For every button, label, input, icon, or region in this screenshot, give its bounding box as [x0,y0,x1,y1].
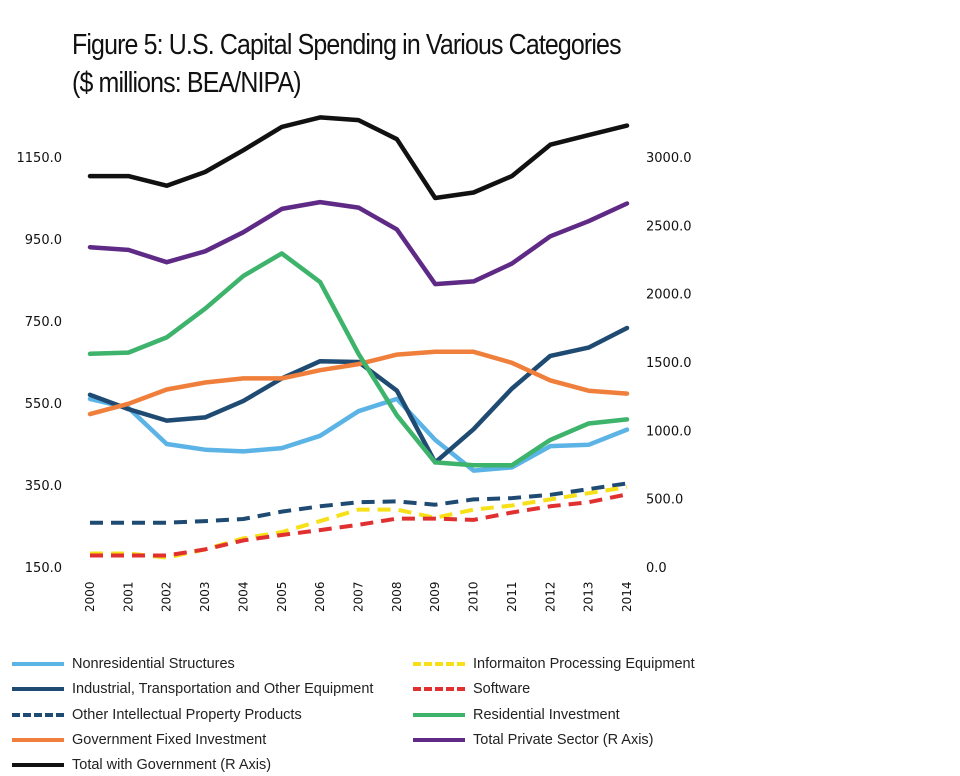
x-tick-label: 2010 [467,581,481,612]
legend-item: Total Private Sector (R Axis) [413,730,654,750]
right-tick-label: 2000.0 [646,288,692,303]
legend-label: Other Intellectual Property Products [72,706,302,723]
series-line-0 [87,396,630,473]
chart-title: Figure 5: U.S. Capital Spending in Vario… [72,26,622,102]
chart-subtitle: ($ millions: BEA/NIPA) [72,67,302,99]
series-line-2 [90,481,628,525]
right-tick-label: 3000.0 [646,151,692,166]
right-tick-label: 2500.0 [646,219,692,234]
legend-item: Software [413,679,530,699]
left-tick-label: 550.0 [25,397,62,412]
right-axis-ticks: 0.0 500.0 1000.0 1500.0 2000.0 2500.0 3000.0 [646,151,692,576]
x-tick-label: 2009 [428,581,442,612]
legend-swatch [413,737,465,742]
x-tick-label: 2003 [198,581,212,612]
x-tick-label: 2001 [121,581,135,612]
x-tick-label: 2011 [505,581,519,612]
x-tick-label: 2013 [582,581,596,612]
right-tick-label: 1500.0 [646,356,692,371]
legend-label: Total with Government (R Axis) [72,757,272,774]
legend-label: Industrial, Transportation and Other Equ… [72,681,374,698]
right-tick-label: 0.0 [646,561,667,576]
legend-item: Residential Investment [413,705,620,725]
legend-swatch [12,687,64,692]
legend-label: Software [473,681,531,698]
x-tick-label: 2004 [236,581,250,612]
series-line-5 [90,485,628,560]
x-tick-label: 2006 [313,581,327,612]
legend-swatch [413,687,465,692]
left-tick-label: 750.0 [25,315,62,330]
legend-swatch [12,712,64,717]
x-tick-label: 2002 [160,581,174,612]
legend-swatch [12,763,64,768]
x-tick-label: 2000 [83,581,97,612]
left-tick-label: 950.0 [25,233,62,248]
series-lines [87,115,630,560]
series-line-4 [87,115,630,201]
legend-swatch [12,737,64,742]
legend-label: Residential Investment [473,706,620,723]
series-line-8 [87,199,630,287]
line-chart: 150.0 350.0 550.0 750.0 950.0 1150.0 0.0 500.0… [17,115,692,612]
right-tick-label: 1000.0 [646,424,692,439]
legend-item: Other Intellectual Property Products [12,705,302,725]
series-line-6 [90,492,628,558]
legend: Nonresidential Structures Industrial, Tra… [0,652,960,776]
legend-swatch [12,662,64,666]
chart-title-line1: Figure 5: U.S. Capital Spending in Vario… [72,29,622,61]
legend-label: Nonresidential Structures [72,656,235,672]
x-tick-label: 2007 [352,581,366,612]
x-tick-label: 2005 [275,581,289,612]
legend-item: Informaiton Processing Equipment [413,654,695,674]
series-line-7 [87,251,630,468]
legend-label: Total Private Sector (R Axis) [473,731,654,748]
left-tick-label: 1150.0 [17,151,63,166]
x-tick-label: 2012 [543,581,557,612]
x-axis-ticks: 2000 2001 2002 2003 2004 2005 2006 2007 2008 2009… [83,581,634,612]
legend-swatch [413,712,465,717]
left-tick-label: 350.0 [25,479,62,494]
legend-label: Informaiton Processing Equipment [473,656,695,672]
legend-swatch [413,662,465,666]
legend-item: Nonresidential Structures [12,654,235,674]
legend-item: Government Fixed Investment [12,730,266,750]
left-axis-ticks: 150.0 350.0 550.0 750.0 950.0 1150.0 [17,151,63,576]
right-tick-label: 500.0 [646,493,683,508]
legend-item: Industrial, Transportation and Other Equ… [12,679,373,699]
x-tick-label: 2008 [390,581,404,612]
series-line-3 [87,349,630,417]
legend-item: Total with Government (R Axis) [12,755,271,775]
legend-label: Government Fixed Investment [72,731,267,748]
left-tick-label: 150.0 [25,561,62,576]
x-tick-label: 2014 [620,581,634,612]
